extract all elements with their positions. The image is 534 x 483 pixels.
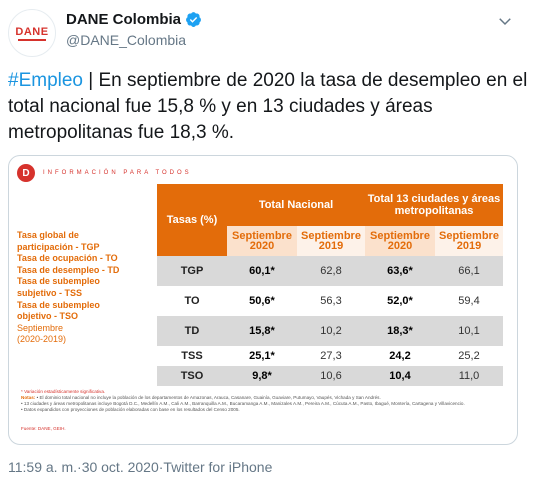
row-label: TO xyxy=(157,286,227,316)
legend-line: Tasa de desempleo - TD xyxy=(17,264,120,275)
table-cell: 18,3* xyxy=(365,316,435,346)
subheader-sep-2020: Septiembre 2020 xyxy=(227,226,297,256)
table-cell: 59,4 xyxy=(435,286,503,316)
legend-period-years: (2020-2019) xyxy=(17,334,67,345)
table-cell: 10,6 xyxy=(297,366,365,386)
table-cell: 15,8* xyxy=(227,316,297,346)
source-note: Fuente: DANE, GEIH. xyxy=(21,426,66,431)
table-cell: 25,1* xyxy=(227,346,297,366)
avatar-logo-text: DANE xyxy=(15,25,49,38)
table-cell: 63,6* xyxy=(365,256,435,286)
table-cell: 60,1* xyxy=(227,256,297,286)
tweet-date[interactable]: 30 oct. 2020 xyxy=(81,459,159,475)
legend-line: Tasa global de xyxy=(17,230,79,240)
table-cell: 62,8 xyxy=(297,256,365,286)
note-2: • 13 ciudades y áreas metropolitanas inc… xyxy=(21,401,465,406)
separator-dot: · xyxy=(77,459,82,475)
notes-label: Notas: xyxy=(21,395,36,400)
author-name-row[interactable]: DANE Colombia xyxy=(66,11,202,28)
table-cell: 10,2 xyxy=(297,316,365,346)
dane-logo-icon: D xyxy=(17,164,35,182)
legend-line: Tasa de ocupación - TO xyxy=(17,253,118,264)
hashtag-link[interactable]: #Empleo xyxy=(8,70,83,91)
table-row: TGP 60,1* 62,8 63,6* 66,1 xyxy=(157,256,503,286)
table-cell: 66,1 xyxy=(435,256,503,286)
avatar-logo-underline xyxy=(18,38,46,41)
separator-dot: · xyxy=(158,459,164,475)
note-1: • El dominio total nacional no incluye l… xyxy=(36,395,381,400)
table-row: TSS 25,1* 27,3 24,2 25,2 xyxy=(157,346,503,366)
table-cell: 27,3 xyxy=(297,346,365,366)
legend-line: Tasa de subempleo xyxy=(17,299,100,310)
legend-line: subjetivo - TSS xyxy=(17,287,83,298)
group-header-cities: Total 13 ciudades y áreas metropolitanas xyxy=(365,184,503,226)
table-row: TD 15,8* 10,2 18,3* 10,1 xyxy=(157,316,503,346)
col-header-rates: Tasas (%) xyxy=(157,184,227,256)
row-label: TSS xyxy=(157,346,227,366)
table-cell: 10,4 xyxy=(365,366,435,386)
table-cell: 56,3 xyxy=(297,286,365,316)
table-row: TO 50,6* 56,3 52,0* 59,4 xyxy=(157,286,503,316)
row-label: TGP xyxy=(157,256,227,286)
table-cell: 24,2 xyxy=(365,346,435,366)
tweet-client[interactable]: Twitter for iPhone xyxy=(163,459,273,475)
subheader-sep-2019: Septiembre 2019 xyxy=(297,226,365,256)
legend-line: objetivo - TSO xyxy=(17,311,79,322)
avatar[interactable]: DANE xyxy=(8,9,56,57)
table-cell: 11,0 xyxy=(435,366,503,386)
legend-line: participación - TGP xyxy=(17,241,100,252)
handle[interactable]: @DANE_Colombia xyxy=(66,32,187,48)
legend-line: Tasa de subempleo xyxy=(17,276,100,287)
note-significance: * Variación estadísticamente significati… xyxy=(21,389,106,394)
media-tagline: INFORMACIÓN PARA TODOS xyxy=(43,170,192,176)
subheader-sep-2020: Septiembre 2020 xyxy=(365,226,435,256)
tweet-footer: 11:59 a. m. · 30 oct. 2020 · Twitter for… xyxy=(8,459,272,475)
display-name[interactable]: DANE Colombia xyxy=(66,11,182,28)
row-label: TD xyxy=(157,316,227,346)
table-row: TSO 9,8* 10,6 10,4 11,0 xyxy=(157,366,503,386)
rates-table: Tasas (%) Total Nacional Total 13 ciudad… xyxy=(157,184,503,386)
table-cell: 9,8* xyxy=(227,366,297,386)
chevron-down-icon[interactable] xyxy=(496,12,514,30)
table-cell: 10,1 xyxy=(435,316,503,346)
table-notes: * Variación estadísticamente significati… xyxy=(21,389,501,413)
rates-legend: Tasa global de participación - TGP Tasa … xyxy=(17,230,157,346)
table-cell: 50,6* xyxy=(227,286,297,316)
tweet-body: | En septiembre de 2020 la tasa de desem… xyxy=(8,70,528,143)
media-image[interactable]: D INFORMACIÓN PARA TODOS Tasa global de … xyxy=(8,155,518,445)
note-3: • Datos expandidos con proyecciones de p… xyxy=(21,407,240,412)
subheader-sep-2019: Septiembre 2019 xyxy=(435,226,503,256)
legend-period: Septiembre xyxy=(17,322,64,333)
verified-badge-icon xyxy=(186,12,201,27)
table-cell: 25,2 xyxy=(435,346,503,366)
table-cell: 52,0* xyxy=(365,286,435,316)
row-label: TSO xyxy=(157,366,227,386)
media-header: D INFORMACIÓN PARA TODOS xyxy=(17,164,192,182)
group-header-national: Total Nacional xyxy=(227,184,365,226)
tweet-time[interactable]: 11:59 a. m. xyxy=(8,459,78,475)
tweet-text: #Empleo | En septiembre de 2020 la tasa … xyxy=(8,68,528,146)
